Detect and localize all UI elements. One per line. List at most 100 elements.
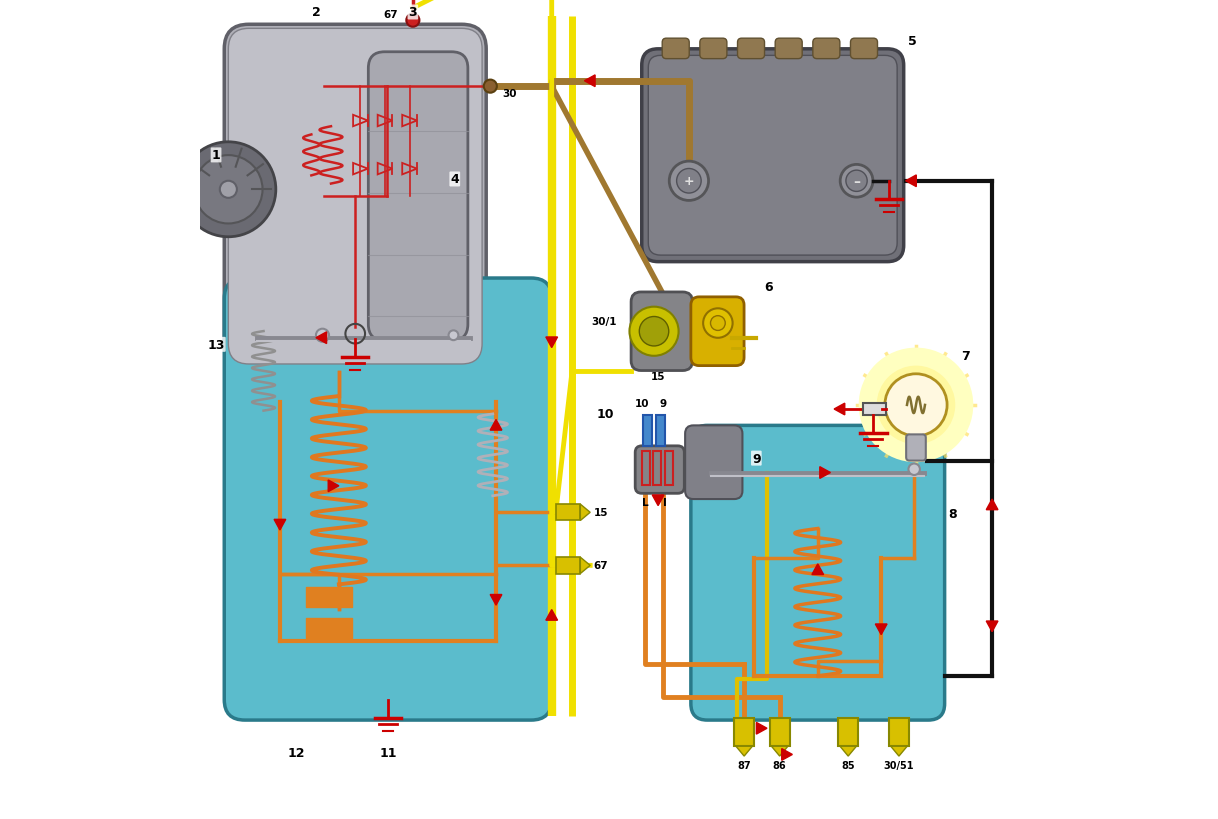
Circle shape xyxy=(315,329,329,342)
Text: 87: 87 xyxy=(737,760,752,770)
Circle shape xyxy=(909,464,920,475)
FancyBboxPatch shape xyxy=(663,39,689,60)
Text: 9: 9 xyxy=(659,399,666,409)
Bar xyxy=(306,618,352,639)
Polygon shape xyxy=(834,404,845,415)
Text: 15: 15 xyxy=(650,372,665,382)
Text: 30: 30 xyxy=(503,88,518,98)
Circle shape xyxy=(448,331,458,341)
Text: 85: 85 xyxy=(842,760,855,770)
Polygon shape xyxy=(890,746,907,756)
FancyBboxPatch shape xyxy=(812,39,840,60)
Text: 67: 67 xyxy=(384,10,398,20)
Circle shape xyxy=(639,317,669,346)
Text: 1: 1 xyxy=(212,149,220,162)
Polygon shape xyxy=(820,467,831,479)
Text: 30/1: 30/1 xyxy=(592,317,618,327)
FancyBboxPatch shape xyxy=(686,426,743,500)
Polygon shape xyxy=(756,722,767,734)
Bar xyxy=(653,451,661,486)
FancyBboxPatch shape xyxy=(691,297,744,366)
Circle shape xyxy=(840,165,873,198)
FancyBboxPatch shape xyxy=(850,39,877,60)
Polygon shape xyxy=(328,481,339,492)
Polygon shape xyxy=(653,495,664,506)
Bar xyxy=(889,718,909,746)
Text: 3: 3 xyxy=(408,7,418,20)
Circle shape xyxy=(677,170,702,194)
Text: 11: 11 xyxy=(379,746,397,759)
Text: 30/51: 30/51 xyxy=(884,760,915,770)
Circle shape xyxy=(669,162,709,201)
Circle shape xyxy=(407,15,419,28)
Text: 10: 10 xyxy=(635,399,649,409)
Text: 10: 10 xyxy=(596,407,614,420)
FancyBboxPatch shape xyxy=(775,39,803,60)
Polygon shape xyxy=(585,76,596,88)
Text: 4: 4 xyxy=(451,174,459,186)
FancyBboxPatch shape xyxy=(906,435,926,461)
Polygon shape xyxy=(546,337,558,348)
FancyBboxPatch shape xyxy=(224,25,486,369)
Polygon shape xyxy=(490,420,502,431)
Bar xyxy=(665,451,672,486)
Text: 6: 6 xyxy=(765,280,773,293)
Polygon shape xyxy=(580,505,591,521)
Circle shape xyxy=(877,366,955,445)
Circle shape xyxy=(194,156,263,224)
Polygon shape xyxy=(987,622,998,632)
Polygon shape xyxy=(736,746,753,756)
FancyBboxPatch shape xyxy=(636,446,685,494)
Bar xyxy=(555,558,580,574)
Text: L: L xyxy=(642,497,648,507)
Bar xyxy=(734,718,754,746)
Circle shape xyxy=(630,307,678,356)
Text: 13: 13 xyxy=(207,338,225,351)
FancyBboxPatch shape xyxy=(648,57,898,256)
Polygon shape xyxy=(274,520,286,531)
Text: 2: 2 xyxy=(312,7,320,20)
Polygon shape xyxy=(812,564,823,575)
Text: 67: 67 xyxy=(593,561,608,571)
Bar xyxy=(838,718,857,746)
Text: 86: 86 xyxy=(773,760,787,770)
Circle shape xyxy=(703,309,732,338)
Circle shape xyxy=(884,374,948,437)
Bar xyxy=(770,718,789,746)
Text: 9: 9 xyxy=(752,452,761,465)
Circle shape xyxy=(180,143,275,238)
Bar xyxy=(862,404,885,415)
Polygon shape xyxy=(876,624,887,635)
Text: 15: 15 xyxy=(593,508,608,518)
Text: I: I xyxy=(663,497,666,507)
Polygon shape xyxy=(840,746,856,756)
Bar xyxy=(555,505,580,521)
Text: 12: 12 xyxy=(287,746,304,759)
Polygon shape xyxy=(782,749,793,760)
Circle shape xyxy=(219,182,236,198)
Text: 7: 7 xyxy=(961,350,970,363)
FancyBboxPatch shape xyxy=(224,278,552,720)
Text: 5: 5 xyxy=(907,35,916,48)
Text: –: – xyxy=(853,174,860,188)
FancyBboxPatch shape xyxy=(631,292,693,371)
Polygon shape xyxy=(987,500,998,510)
Text: 8: 8 xyxy=(949,508,957,521)
Circle shape xyxy=(484,80,497,93)
Circle shape xyxy=(710,316,725,331)
Polygon shape xyxy=(580,558,591,574)
FancyBboxPatch shape xyxy=(700,39,727,60)
Polygon shape xyxy=(490,595,502,605)
Polygon shape xyxy=(771,746,788,756)
Circle shape xyxy=(859,348,973,463)
Bar xyxy=(655,415,665,446)
Bar xyxy=(306,588,352,608)
Circle shape xyxy=(847,171,867,192)
FancyBboxPatch shape xyxy=(368,52,468,342)
FancyBboxPatch shape xyxy=(738,39,765,60)
Text: +: + xyxy=(683,175,694,188)
FancyBboxPatch shape xyxy=(642,50,904,262)
Polygon shape xyxy=(546,610,558,621)
Polygon shape xyxy=(906,176,916,188)
Bar xyxy=(643,415,653,446)
